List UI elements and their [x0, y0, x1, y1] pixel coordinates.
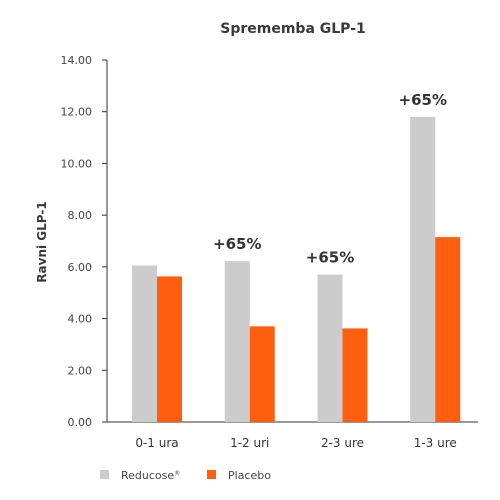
legend: Reducose® Placebo [100, 469, 271, 482]
y-tick-label: 12.00 [61, 106, 93, 119]
bar-placebo-3 [435, 237, 461, 422]
annotations: +65% +65% +65% [213, 91, 447, 267]
x-tick-label: 1-2 uri [230, 436, 269, 450]
bar-reducose-0 [132, 265, 157, 422]
bar-reducose-1 [224, 261, 250, 422]
y-tick-label: 8.00 [68, 209, 93, 222]
bar-reducose-2 [317, 274, 343, 422]
x-tick-label: 2-3 ure [321, 436, 364, 450]
y-tick-label: 0.00 [68, 416, 93, 429]
legend-label-placebo: Placebo [228, 469, 271, 482]
legend-swatch-reducose [100, 470, 109, 479]
annotation-label: +65% [306, 249, 354, 267]
bar-reducose-3 [410, 116, 436, 422]
y-axis-label: Ravni GLP-1 [35, 201, 49, 282]
y-tick-label: 2.00 [68, 364, 93, 377]
x-tick-label: 1-3 ure [414, 436, 457, 450]
bar-placebo-2 [342, 328, 368, 422]
legend-series-name: Placebo [228, 469, 271, 482]
legend-label-reducose: Reducose® [121, 469, 180, 482]
y-ticks: 0.00 2.00 4.00 6.00 8.00 10.00 12.00 14.00 [61, 54, 107, 429]
x-tick-labels: 0-1 ura 1-2 uri 2-3 ure 1-3 ure [135, 436, 456, 450]
x-tick-label: 0-1 ura [135, 436, 178, 450]
annotation-label: +65% [213, 235, 261, 253]
legend-swatch-placebo [207, 470, 216, 479]
bar-placebo-0 [157, 276, 182, 422]
annotation-label: +65% [399, 91, 447, 109]
y-tick-label: 4.00 [68, 313, 93, 326]
legend-series-name: Reducose [121, 469, 174, 482]
y-tick-label: 14.00 [61, 54, 93, 67]
registered-mark: ® [174, 470, 180, 477]
bar-placebo-1 [249, 326, 275, 422]
y-tick-label: 6.00 [68, 261, 93, 274]
bars [132, 116, 461, 422]
y-tick-label: 10.00 [61, 157, 93, 170]
chart-title: Sprememba GLP-1 [220, 21, 366, 37]
